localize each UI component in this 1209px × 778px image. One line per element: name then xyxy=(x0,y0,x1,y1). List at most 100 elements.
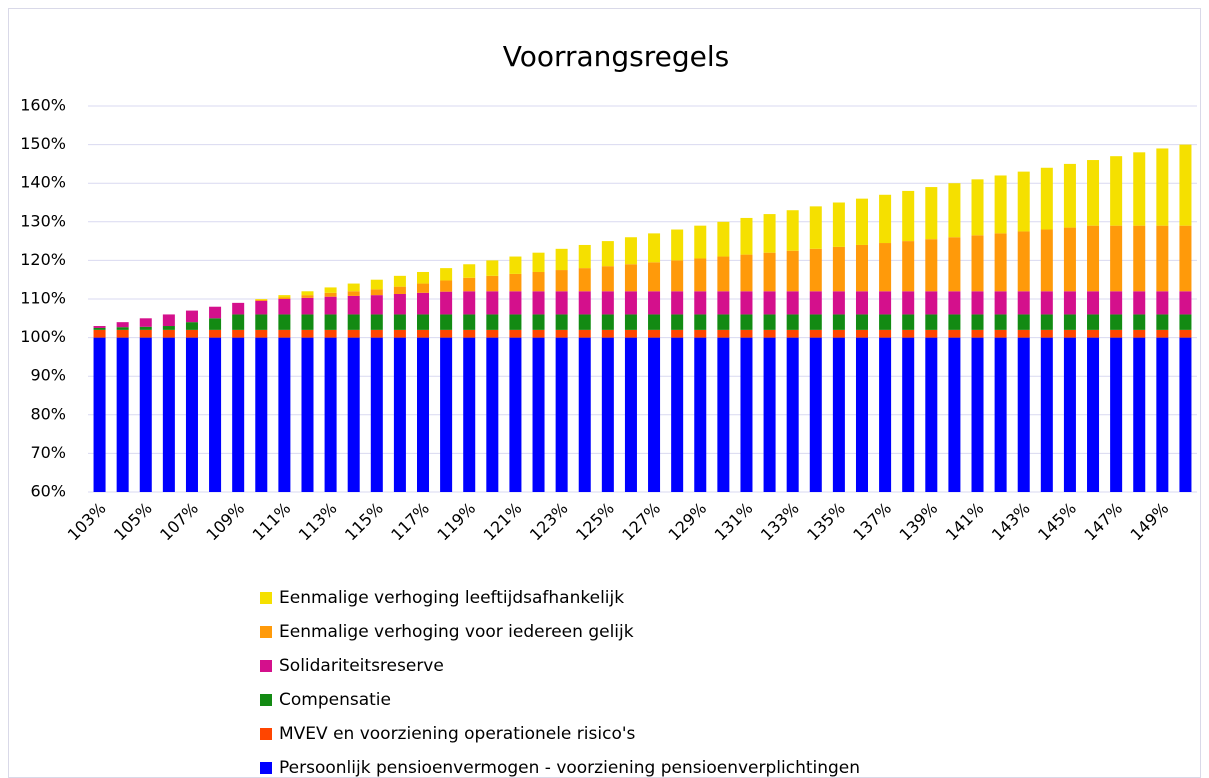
y-tick-label: 130% xyxy=(20,211,66,230)
bar-segment xyxy=(902,314,915,330)
bar-segment xyxy=(624,314,637,330)
y-tick-label: 110% xyxy=(20,289,66,308)
bar-segment xyxy=(116,329,129,338)
bar-segment xyxy=(1156,314,1169,330)
y-tick-label: 90% xyxy=(30,366,66,385)
bar-segment xyxy=(902,190,915,242)
bar-segment xyxy=(440,314,453,330)
bar-segment xyxy=(463,314,476,330)
bar-segment xyxy=(139,329,152,338)
bar-segment xyxy=(694,314,707,330)
bar-segment xyxy=(1087,337,1100,492)
bar-segment xyxy=(393,314,406,330)
bar-segment xyxy=(786,250,799,292)
y-tick-label: 100% xyxy=(20,327,66,346)
bar-segment xyxy=(925,329,938,338)
bar-segment xyxy=(994,337,1007,492)
bar-segment xyxy=(301,297,314,315)
bar-segment xyxy=(509,329,522,338)
bar-segment xyxy=(832,291,845,315)
bar-segment xyxy=(185,337,198,492)
bar-segment xyxy=(116,322,129,328)
bar-segment xyxy=(393,286,406,294)
bar-segment xyxy=(648,262,661,292)
bar-segment xyxy=(1110,337,1123,492)
bar-segment xyxy=(486,260,499,276)
bar-segment xyxy=(624,291,637,315)
bar-segment xyxy=(301,314,314,330)
bar-segment xyxy=(994,329,1007,338)
bar-segment xyxy=(1133,314,1146,330)
bar-segment xyxy=(1040,314,1053,330)
bar-segment xyxy=(1156,148,1169,226)
bar-segment xyxy=(232,329,245,338)
bar-segment xyxy=(393,329,406,338)
bar-segment xyxy=(717,256,730,292)
bar-segment xyxy=(1133,225,1146,292)
bar-segment xyxy=(902,241,915,292)
bar-segment xyxy=(393,337,406,492)
bar-segment xyxy=(786,210,799,251)
bar-segment xyxy=(624,337,637,492)
y-tick-label: 150% xyxy=(20,134,66,153)
bar-segment xyxy=(1040,329,1053,338)
legend-swatch xyxy=(260,694,272,706)
bar-segment xyxy=(879,329,892,338)
y-tick-label: 60% xyxy=(30,482,66,501)
bar-segment xyxy=(440,291,453,315)
bar-segment xyxy=(971,314,984,330)
bar-segment xyxy=(855,329,868,338)
bar-segment xyxy=(1110,156,1123,226)
bar-segment xyxy=(763,329,776,338)
bar-segment xyxy=(463,277,476,292)
bar-segment xyxy=(809,337,822,492)
bar-segment xyxy=(1063,291,1076,315)
bar-segment xyxy=(578,268,591,292)
bar-segment xyxy=(486,329,499,338)
legend-label: MVEV en voorziening operationele risico'… xyxy=(279,724,636,744)
bar-segment xyxy=(763,252,776,292)
bar-segment xyxy=(855,314,868,330)
bar-segment xyxy=(694,337,707,492)
bar-segment xyxy=(1179,144,1192,226)
bar-segment xyxy=(717,329,730,338)
bar-segment xyxy=(994,175,1007,234)
bar-segment xyxy=(532,252,545,272)
y-tick-label: 120% xyxy=(20,250,66,269)
bar-segment xyxy=(855,244,868,292)
bar-segment xyxy=(1017,231,1030,292)
bar-segment xyxy=(902,329,915,338)
bar-segment xyxy=(555,337,568,492)
bar-segment xyxy=(925,187,938,240)
bar-segment xyxy=(671,329,684,338)
bar-segment xyxy=(370,337,383,492)
bar-segment xyxy=(1179,337,1192,492)
legend-label: Eenmalige verhoging leeftijdsafhankelijk xyxy=(279,588,624,608)
bar-segment xyxy=(1017,329,1030,338)
bar-segment xyxy=(417,292,430,315)
bar-segment xyxy=(370,329,383,338)
legend-swatch xyxy=(260,592,272,604)
bar-segment xyxy=(671,291,684,315)
bar-segment xyxy=(232,314,245,330)
bar-segment xyxy=(601,314,614,330)
bar-segment xyxy=(370,314,383,330)
bar-segment xyxy=(393,275,406,287)
bar-segment xyxy=(532,271,545,292)
bar-segment xyxy=(1040,291,1053,315)
bar-segment xyxy=(278,337,291,492)
bar-segment xyxy=(948,329,961,338)
bar-segment xyxy=(994,314,1007,330)
bar-segment xyxy=(648,233,661,263)
bar-segment xyxy=(255,329,268,338)
bar-segment xyxy=(601,329,614,338)
legend-label: Compensatie xyxy=(279,690,391,710)
bar-segment xyxy=(393,293,406,315)
bar-segment xyxy=(971,337,984,492)
bar-segment xyxy=(209,318,222,330)
legend-swatch xyxy=(260,728,272,740)
bar-segment xyxy=(1087,160,1100,226)
bar-segment xyxy=(1063,314,1076,330)
bar-segment xyxy=(809,329,822,338)
bar-segment xyxy=(1156,291,1169,315)
